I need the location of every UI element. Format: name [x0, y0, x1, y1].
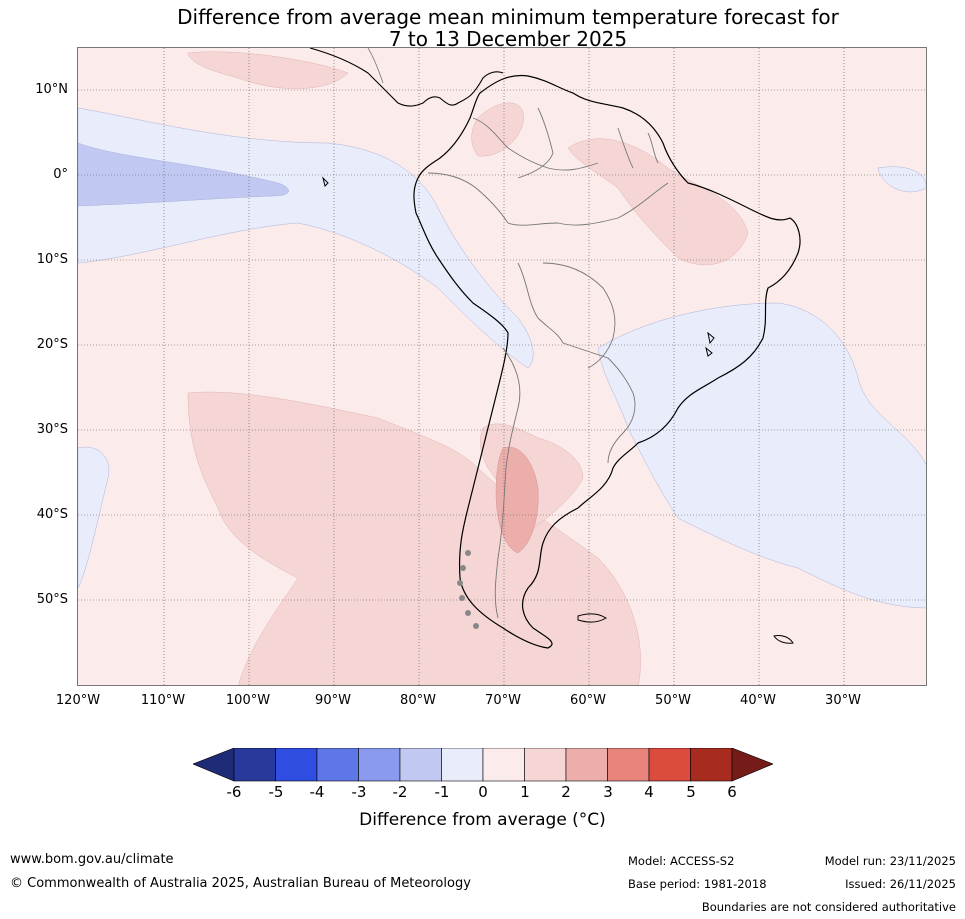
forecast-map	[77, 47, 927, 686]
border-brazil-north	[507, 182, 669, 226]
colorbar-under-arrow	[193, 748, 235, 782]
lat-label-50s: 50°S	[36, 592, 68, 607]
colorbar-tick: 2	[561, 783, 571, 801]
map-title: Difference from average mean minimum tem…	[177, 5, 839, 29]
colorbar-tick: -1	[434, 783, 450, 801]
colorbar-tick: -3	[351, 783, 367, 801]
brazil-reservoirs	[705, 331, 715, 357]
colorbar-cell	[316, 748, 359, 782]
colorbar-cell	[607, 748, 650, 782]
footer-model: Model: ACCESS-S2	[628, 854, 735, 868]
lat-label-40s: 40°S	[36, 507, 68, 522]
south-america-coastline	[413, 74, 801, 649]
colorbar-cell	[399, 748, 442, 782]
lat-label-0: 0°	[53, 167, 68, 182]
national-borders	[427, 107, 669, 619]
lon-label-120w: 120°W	[55, 693, 101, 708]
border-colombia	[517, 107, 554, 179]
border-chile-argentina	[494, 347, 521, 619]
lon-label-40w: 40°W	[740, 693, 776, 708]
footer-disclaimer: Boundaries are not considered authoritat…	[701, 900, 956, 914]
colorbar-cell	[524, 748, 567, 782]
lon-label-30w: 30°W	[825, 693, 861, 708]
colorbar-legend	[193, 748, 773, 782]
footer-issued: Issued: 26/11/2025	[845, 877, 956, 891]
anomaly-warm-amazon	[567, 138, 749, 266]
lon-label-60w: 60°W	[570, 693, 606, 708]
central-america-coastline	[309, 48, 504, 107]
border-colombia-venezuela	[472, 117, 599, 171]
footer-url[interactable]: www.bom.gov.au/climate	[10, 852, 174, 867]
south-georgia	[773, 635, 794, 644]
lat-label-10n: 10°N	[35, 82, 68, 97]
colorbar-cell	[233, 748, 276, 782]
map-canvas	[78, 48, 926, 685]
falkland-islands	[577, 613, 607, 623]
lat-label-20s: 20°S	[36, 337, 68, 352]
anomaly-warm-core	[495, 446, 539, 554]
colorbar-tick: -4	[309, 783, 325, 801]
anomaly-warm-south-pacific	[187, 391, 641, 685]
colorbar-tick: -5	[268, 783, 284, 801]
lon-label-80w: 80°W	[400, 693, 436, 708]
colorbar-tick: -2	[392, 783, 408, 801]
latitude-gridlines	[78, 89, 926, 601]
footer-copyright: © Commonwealth of Australia 2025, Austra…	[10, 876, 471, 891]
colorbar-tick: -6	[226, 783, 242, 801]
colorbar-cells	[233, 748, 733, 782]
border-paraguay	[562, 342, 634, 394]
map-subtitle-dates: 7 to 13 December 2025	[388, 27, 628, 51]
chile-fjords	[457, 550, 479, 629]
colorbar-tick: 6	[727, 783, 737, 801]
anomaly-cool-core	[78, 142, 289, 207]
anomaly-warm-north	[187, 51, 349, 89]
colorbar-cell	[690, 748, 733, 782]
lat-label-10s: 10°S	[36, 252, 68, 267]
colorbar-tick: 3	[603, 783, 613, 801]
lat-label-30s: 30°S	[36, 422, 68, 437]
central-america-borders	[367, 48, 384, 84]
border-ecuador-peru	[427, 172, 509, 224]
colorbar-cell	[482, 748, 525, 782]
colorbar-tick: 0	[478, 783, 488, 801]
colorbar-over-arrow	[731, 748, 773, 782]
footer-base-period: Base period: 1981-2018	[628, 877, 767, 891]
colorbar-cell	[441, 748, 484, 782]
colorbar-tick: 1	[520, 783, 530, 801]
border-peru-bolivia	[517, 262, 564, 344]
lon-label-100w: 100°W	[225, 693, 271, 708]
border-guianas	[617, 127, 659, 169]
lon-label-90w: 90°W	[315, 693, 351, 708]
colorbar-cell	[565, 748, 608, 782]
colorbar-cell	[358, 748, 401, 782]
lon-label-70w: 70°W	[485, 693, 521, 708]
colorbar-tick: 5	[686, 783, 696, 801]
anomaly-warm-colombia	[471, 102, 524, 157]
anomaly-cool-west	[78, 446, 110, 589]
colorbar-title: Difference from average (°C)	[359, 810, 606, 830]
lon-label-110w: 110°W	[140, 693, 186, 708]
footer-model-run: Model run: 23/11/2025	[824, 854, 956, 868]
colorbar-tick: 4	[644, 783, 654, 801]
border-uruguay	[607, 392, 636, 464]
colorbar-cell	[648, 748, 691, 782]
galapagos-islands	[322, 176, 329, 187]
colorbar-cell	[275, 748, 318, 782]
anomaly-cool-patch	[877, 166, 926, 193]
lon-label-50w: 50°W	[655, 693, 691, 708]
